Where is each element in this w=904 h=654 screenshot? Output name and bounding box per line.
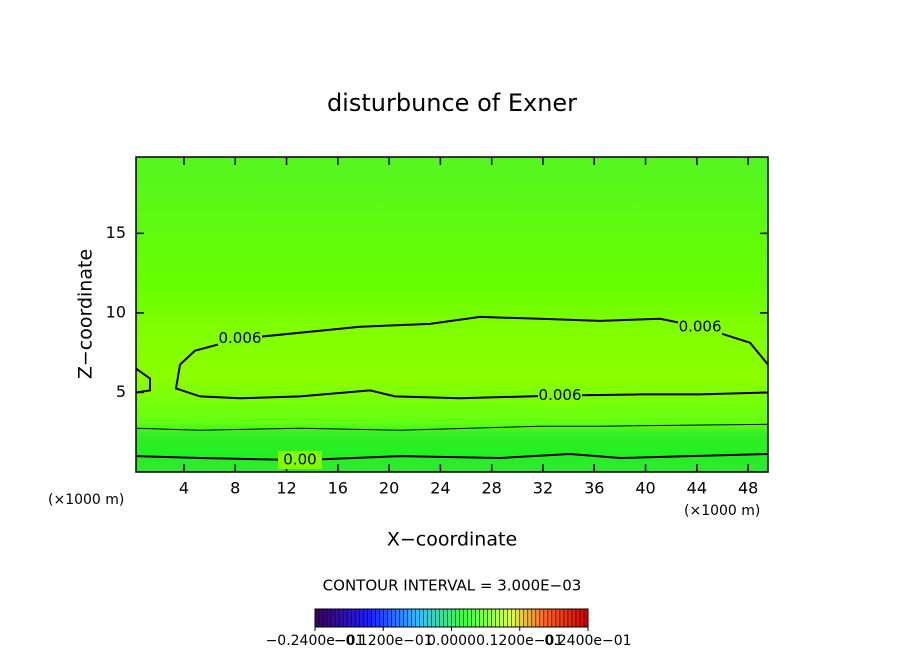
colorbar-tick-label: 0.0000	[427, 633, 476, 649]
contour-label: 0.006	[679, 317, 722, 335]
colorbar-tick-label: −0.2400e−01	[266, 633, 365, 649]
x-tick-label: 28	[482, 479, 502, 498]
x-tick-label: 24	[430, 479, 450, 498]
contour-label-bg	[217, 329, 262, 348]
x-tick-label: 40	[635, 479, 655, 498]
x-tick-label: 20	[379, 479, 399, 498]
y-axis-label: Z−coordinate	[75, 249, 97, 379]
field	[136, 157, 768, 472]
plot-frame	[135, 156, 769, 473]
x-tick-label: 8	[230, 479, 240, 498]
y-tick-label: 10	[106, 302, 126, 321]
x-tick-label: 12	[276, 479, 296, 498]
contour-label: 0.006	[219, 329, 262, 347]
contour-label-bg	[678, 317, 723, 336]
contour-line	[135, 423, 769, 431]
x-tick-label: 4	[179, 479, 189, 498]
contour-line	[174, 315, 769, 400]
x-axis-label: X−coordinate	[387, 529, 517, 551]
x-tick-label: 16	[328, 479, 348, 498]
x-tick-label: 32	[533, 479, 553, 498]
colorbar-tick-label: 0.1200e−01	[476, 633, 563, 649]
y-unit: (×1000 m)	[48, 492, 124, 508]
contour-label-bg	[538, 386, 583, 405]
contour-label-bg	[277, 451, 322, 470]
contour-interval: CONTOUR INTERVAL = 3.000E−03	[323, 577, 582, 595]
y-tick-label: 15	[106, 223, 126, 242]
x-tick-label: 48	[738, 479, 758, 498]
chart-title: disturbunce of Exner	[327, 89, 577, 117]
contour-label: 0.00	[283, 451, 316, 469]
x-unit: (×1000 m)	[684, 503, 760, 519]
contour-line	[135, 367, 151, 394]
contour-line	[135, 452, 769, 462]
contour-label: 0.006	[539, 386, 582, 404]
colorbar-tick-label: 0.2400e−01	[544, 633, 631, 649]
x-tick-label: 44	[687, 479, 707, 498]
y-tick-label: 5	[116, 382, 126, 401]
x-tick-label: 36	[584, 479, 604, 498]
colorbar-tick-label: −0.1200e−01	[334, 633, 433, 649]
